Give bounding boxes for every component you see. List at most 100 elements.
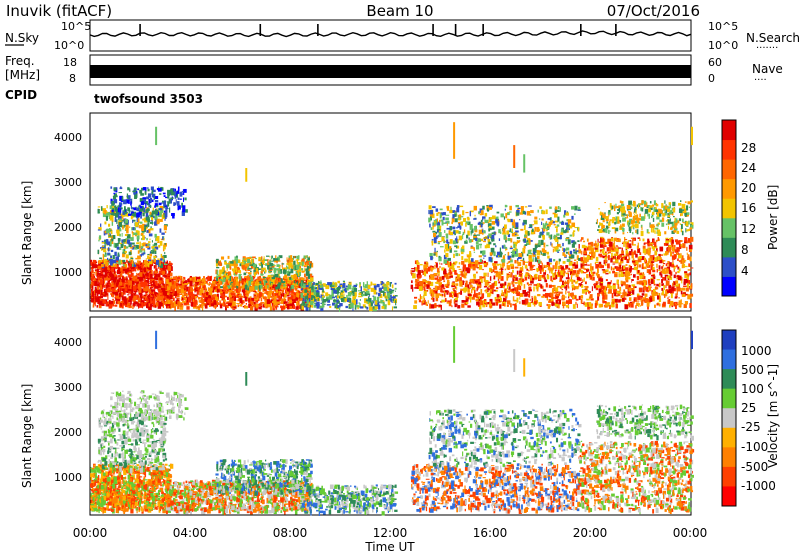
power-cell-7 — [551, 243, 553, 247]
power-cell-1 — [108, 234, 112, 238]
power-cell-6 — [513, 299, 518, 302]
power-cell-3 — [271, 297, 276, 303]
power-cell-4 — [288, 262, 293, 268]
power-cell-1 — [99, 257, 102, 260]
power-cell-3 — [225, 304, 228, 307]
power-cell-4 — [295, 264, 300, 270]
power-cell-1 — [118, 220, 122, 223]
power-cell-6 — [461, 275, 465, 278]
power-cell-4 — [304, 273, 306, 278]
power-cell-4 — [278, 276, 281, 278]
power-cell-7 — [480, 219, 483, 223]
power-cell-6 — [575, 281, 578, 284]
power-cell-0 — [94, 288, 99, 294]
power-cell-6 — [456, 275, 459, 280]
power-cell-0 — [107, 294, 109, 301]
power-cell-6 — [416, 279, 418, 285]
power-cell-6 — [549, 267, 553, 272]
power-cell-0 — [134, 266, 137, 272]
power-cell-6 — [506, 284, 508, 290]
power-cell-7 — [562, 230, 567, 234]
power-cell-0 — [158, 266, 160, 269]
power-cell-0 — [101, 272, 104, 275]
power-cell-0 — [100, 272, 104, 278]
power-cell-7 — [521, 251, 524, 257]
power-cell-6 — [436, 286, 440, 290]
power-cell-4 — [254, 281, 257, 286]
power-cell-6 — [423, 264, 427, 270]
power-cell-3 — [196, 276, 201, 280]
power-cell-6 — [467, 293, 472, 297]
power-cell-1 — [101, 242, 105, 244]
power-cell-1 — [155, 204, 159, 208]
power-cell-6 — [541, 274, 546, 278]
power-cell-0 — [109, 274, 112, 279]
power-cell-6 — [546, 295, 549, 301]
power-cell-4 — [227, 278, 229, 281]
power-cell-2 — [172, 213, 175, 219]
power-cell-1 — [164, 231, 167, 233]
power-cell-3 — [256, 303, 259, 308]
power-cell-7 — [452, 210, 456, 213]
power-cell-7 — [547, 255, 550, 259]
power-cell-3 — [192, 299, 195, 302]
power-cell-6 — [572, 271, 575, 276]
power-cell-7 — [451, 217, 455, 223]
power-cell-3 — [285, 289, 287, 294]
power-cell-3 — [179, 293, 183, 296]
power-cell-2 — [147, 188, 150, 192]
power-cell-3 — [216, 302, 220, 305]
power-cell-0 — [98, 272, 102, 276]
power-cell-5 — [368, 296, 370, 301]
power-cell-4 — [257, 268, 261, 271]
power-cell-6 — [447, 261, 450, 265]
power-cell-3 — [182, 283, 185, 289]
power-cell-4 — [304, 255, 307, 258]
power-cell-4 — [291, 281, 294, 285]
power-cell-5 — [366, 281, 368, 286]
power-cell-7 — [455, 227, 458, 229]
power-cell-5 — [305, 304, 309, 309]
power-cell-3 — [236, 291, 241, 296]
power-cell-3 — [252, 275, 255, 280]
power-cell-3 — [193, 303, 197, 307]
power-cell-0 — [129, 261, 132, 266]
power-cell-6 — [543, 272, 546, 275]
power-cell-1 — [148, 233, 153, 237]
power-cell-4 — [284, 274, 288, 280]
power-cell-5 — [349, 282, 351, 284]
power-cell-6 — [425, 261, 428, 264]
power-cell-6 — [554, 269, 557, 271]
power-cell-6 — [470, 266, 474, 269]
power-cell-3 — [189, 281, 193, 286]
power-cell-0 — [155, 298, 160, 302]
power-cell-0 — [114, 304, 118, 307]
power-cell-1 — [164, 218, 166, 221]
power-cell-0 — [134, 277, 138, 283]
power-cell-6 — [424, 289, 427, 292]
power-cell-6 — [443, 280, 446, 283]
power-cell-0 — [152, 302, 155, 308]
power-cell-4 — [251, 258, 253, 264]
power-cell-6 — [446, 292, 449, 295]
power-cell-3 — [290, 293, 294, 296]
power-cell-1 — [137, 205, 141, 210]
power-cell-3 — [168, 282, 172, 286]
power-cell-3 — [169, 284, 172, 289]
power-cell-1 — [137, 250, 140, 254]
power-cell-6 — [562, 303, 565, 309]
power-cell-6 — [445, 277, 449, 280]
power-cell-0 — [126, 302, 130, 306]
power-cell-0 — [126, 276, 128, 281]
power-cell-3 — [210, 285, 212, 288]
power-cell-0 — [101, 267, 104, 272]
power-cell-6 — [506, 273, 509, 279]
power-cell-0 — [117, 284, 122, 289]
power-cell-3 — [188, 297, 191, 303]
power-cell-1 — [148, 259, 152, 262]
power-cell-0 — [158, 292, 162, 295]
power-cell-1 — [103, 260, 107, 265]
power-cell-6 — [435, 262, 438, 267]
power-cell-0 — [138, 287, 142, 293]
power-cell-5 — [338, 306, 341, 312]
